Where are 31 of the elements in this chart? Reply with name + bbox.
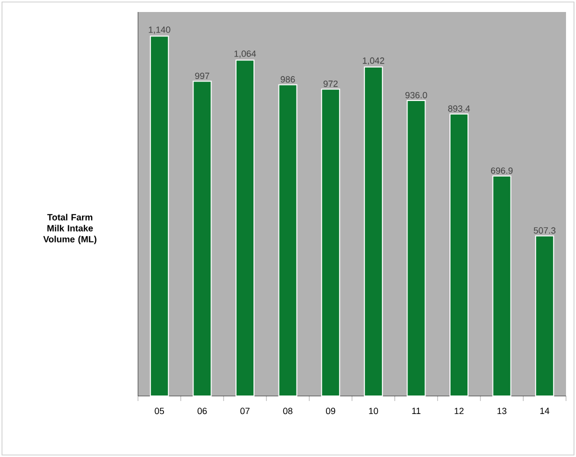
bar (492, 175, 512, 396)
bar (450, 113, 469, 396)
data-label: 972 (324, 80, 338, 87)
bar (321, 88, 340, 396)
data-label: 1,140 (148, 26, 170, 34)
data-label: 997 (195, 72, 210, 80)
x-tick-label: 13 (498, 408, 506, 414)
bar (278, 84, 298, 396)
x-tick-label: 06 (198, 408, 207, 414)
data-label: 696.9 (491, 167, 513, 174)
x-tick-label: 07 (240, 408, 250, 414)
data-label: 1,042 (362, 57, 384, 65)
bar (535, 235, 554, 396)
bar (192, 80, 212, 396)
bar (406, 100, 426, 396)
bar (236, 60, 255, 396)
x-tick-label: 14 (540, 408, 550, 414)
x-tick-label: 08 (283, 408, 292, 414)
bar (364, 66, 383, 396)
data-label: 986 (280, 76, 295, 83)
data-label: 1,064 (234, 50, 256, 58)
x-tick-label: 09 (326, 408, 336, 414)
data-label: 893.4 (448, 105, 470, 112)
x-tick-label: 11 (412, 408, 420, 414)
x-tick-label: 10 (369, 408, 378, 414)
data-label: 507.3 (534, 227, 556, 234)
y-axis-title: Total Farm Milk Intake Volume (ML) (43, 214, 96, 244)
bar (150, 36, 169, 396)
data-label: 936.0 (405, 92, 428, 98)
x-tick-label: 12 (454, 408, 464, 414)
x-tick-label: 05 (154, 408, 164, 414)
